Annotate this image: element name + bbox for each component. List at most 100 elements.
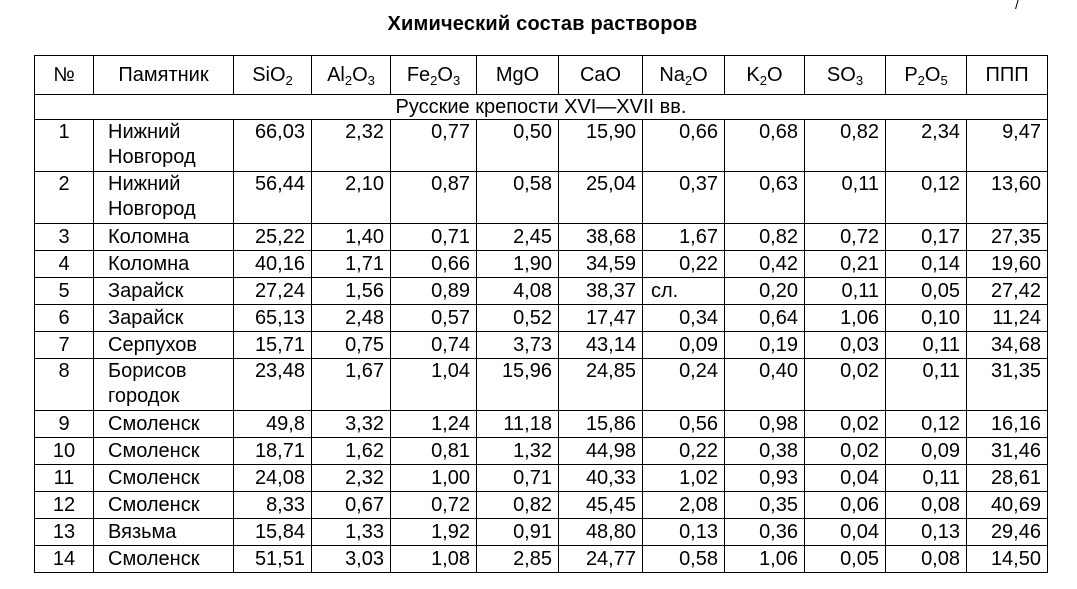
value-cell: 0,05	[804, 545, 886, 573]
value-cell: 0,17	[885, 223, 967, 251]
value-cell: 15,71	[233, 331, 312, 359]
value-cell: 25,22	[233, 223, 312, 251]
monument-name: Нижний Новгород	[93, 119, 234, 172]
value-cell: 0,24	[642, 358, 725, 411]
value-cell: 16,16	[966, 410, 1048, 438]
value-cell: 17,47	[558, 304, 643, 332]
value-cell: 2,45	[476, 223, 559, 251]
value-cell: 0,11	[804, 171, 886, 224]
section-row: Русские крепости XVI—XVII вв.	[34, 94, 1048, 120]
monument-name: Коломна	[93, 223, 234, 251]
row-number: 5	[34, 277, 94, 305]
table-row: 1 Нижний Новгород 66,03 2,32 0,77 0,50 15,90 0,6…	[34, 119, 1048, 172]
value-cell: 8,33	[233, 491, 312, 519]
monument-name: Смоленск	[93, 464, 234, 492]
value-cell: 0,06	[804, 491, 886, 519]
value-cell: 1,02	[642, 464, 725, 492]
row-number: 7	[34, 331, 94, 359]
table-row: 4 Коломна 40,16 1,71 0,66 1,90 34,59 0,22 0,42 0,…	[34, 250, 1048, 278]
header-row: № Памятник SiO2 Al2O3 Fe2O3 MgO CaO Na2O…	[34, 55, 1048, 95]
value-cell: 15,90	[558, 119, 643, 172]
value-cell: 0,12	[885, 171, 967, 224]
value-cell: 0,67	[311, 491, 391, 519]
header-num: №	[34, 55, 94, 95]
value-cell: 0,13	[642, 518, 725, 546]
monument-name-line: Коломна	[108, 253, 190, 275]
value-cell: 0,04	[804, 518, 886, 546]
value-cell: 48,80	[558, 518, 643, 546]
row-number: 13	[34, 518, 94, 546]
value-cell: 0,10	[885, 304, 967, 332]
value-cell: 1,62	[311, 437, 391, 465]
monument-name: Серпухов	[93, 331, 234, 359]
value-cell: 0,02	[804, 410, 886, 438]
value-cell: 0,64	[724, 304, 805, 332]
value-cell: 0,66	[642, 119, 725, 172]
value-cell: 0,20	[724, 277, 805, 305]
row-number: 10	[34, 437, 94, 465]
value-cell: 1,92	[390, 518, 477, 546]
value-cell: 40,16	[233, 250, 312, 278]
value-cell: 2,85	[476, 545, 559, 573]
value-cell: 3,03	[311, 545, 391, 573]
value-cell: 0,37	[642, 171, 725, 224]
value-cell: 11,24	[966, 304, 1048, 332]
value-cell: 40,33	[558, 464, 643, 492]
value-cell: 0,66	[390, 250, 477, 278]
value-cell: 0,03	[804, 331, 886, 359]
table-row: 5 Зарайск 27,24 1,56 0,89 4,08 38,37 сл. 0,20 0,1…	[34, 277, 1048, 305]
value-cell: 27,35	[966, 223, 1048, 251]
row-number: 3	[34, 223, 94, 251]
value-cell: 13,60	[966, 171, 1048, 224]
row-number: 12	[34, 491, 94, 519]
monument-name-line: Новгород	[108, 198, 196, 220]
value-cell: 27,42	[966, 277, 1048, 305]
value-cell: 0,77	[390, 119, 477, 172]
value-cell: 24,77	[558, 545, 643, 573]
value-cell: 0,82	[804, 119, 886, 172]
value-cell: 0,09	[642, 331, 725, 359]
value-cell: 0,38	[724, 437, 805, 465]
table-row: 3 Коломна 25,22 1,40 0,71 2,45 38,68 1,67 0,82 0,…	[34, 223, 1048, 251]
monument-name: Зарайск	[93, 304, 234, 332]
value-cell: 40,69	[966, 491, 1048, 519]
value-cell: 51,51	[233, 545, 312, 573]
value-cell: 2,32	[311, 464, 391, 492]
value-cell: 2,08	[642, 491, 725, 519]
monument-name-line: Новгород	[108, 146, 196, 168]
value-cell: 0,02	[804, 358, 886, 411]
table-row: 8 Борисов городок 23,48 1,67 1,04 15,96 24,85 0,…	[34, 358, 1048, 411]
composition-table: № Памятник SiO2 Al2O3 Fe2O3 MgO CaO Na2O…	[34, 55, 1048, 573]
value-cell: 1,71	[311, 250, 391, 278]
value-cell: 0,13	[885, 518, 967, 546]
value-cell: 1,40	[311, 223, 391, 251]
header-fe2o3: Fe2O3	[390, 55, 477, 95]
value-cell: 0,14	[885, 250, 967, 278]
value-cell: 1,67	[311, 358, 391, 411]
value-cell: 24,08	[233, 464, 312, 492]
value-cell: 0,40	[724, 358, 805, 411]
table-row: 14 Смоленск 51,51 3,03 1,08 2,85 24,77 0,58 1,06…	[34, 545, 1048, 573]
monument-name-line: Коломна	[108, 226, 190, 248]
value-cell: 38,68	[558, 223, 643, 251]
value-cell: 2,34	[885, 119, 967, 172]
monument-name-line: Зарайск	[108, 307, 184, 329]
value-cell: 1,06	[724, 545, 805, 573]
monument-name-line: Смоленск	[108, 440, 200, 462]
value-cell: 49,8	[233, 410, 312, 438]
value-cell: 0,63	[724, 171, 805, 224]
value-cell: 0,35	[724, 491, 805, 519]
row-number: 4	[34, 250, 94, 278]
header-ppp: ППП	[966, 55, 1048, 95]
value-cell: 1,04	[390, 358, 477, 411]
value-cell: 38,37	[558, 277, 643, 305]
monument-name-line: Смоленск	[108, 494, 200, 516]
value-cell: 27,24	[233, 277, 312, 305]
monument-name: Смоленск	[93, 545, 234, 573]
value-cell: 0,72	[804, 223, 886, 251]
value-cell: 0,58	[642, 545, 725, 573]
monument-name-line: Нижний	[108, 173, 181, 195]
table-row: 9 Смоленск 49,8 3,32 1,24 11,18 15,86 0,56 0,98 0…	[34, 410, 1048, 438]
monument-name: Борисов городок	[93, 358, 234, 411]
value-cell: 0,87	[390, 171, 477, 224]
